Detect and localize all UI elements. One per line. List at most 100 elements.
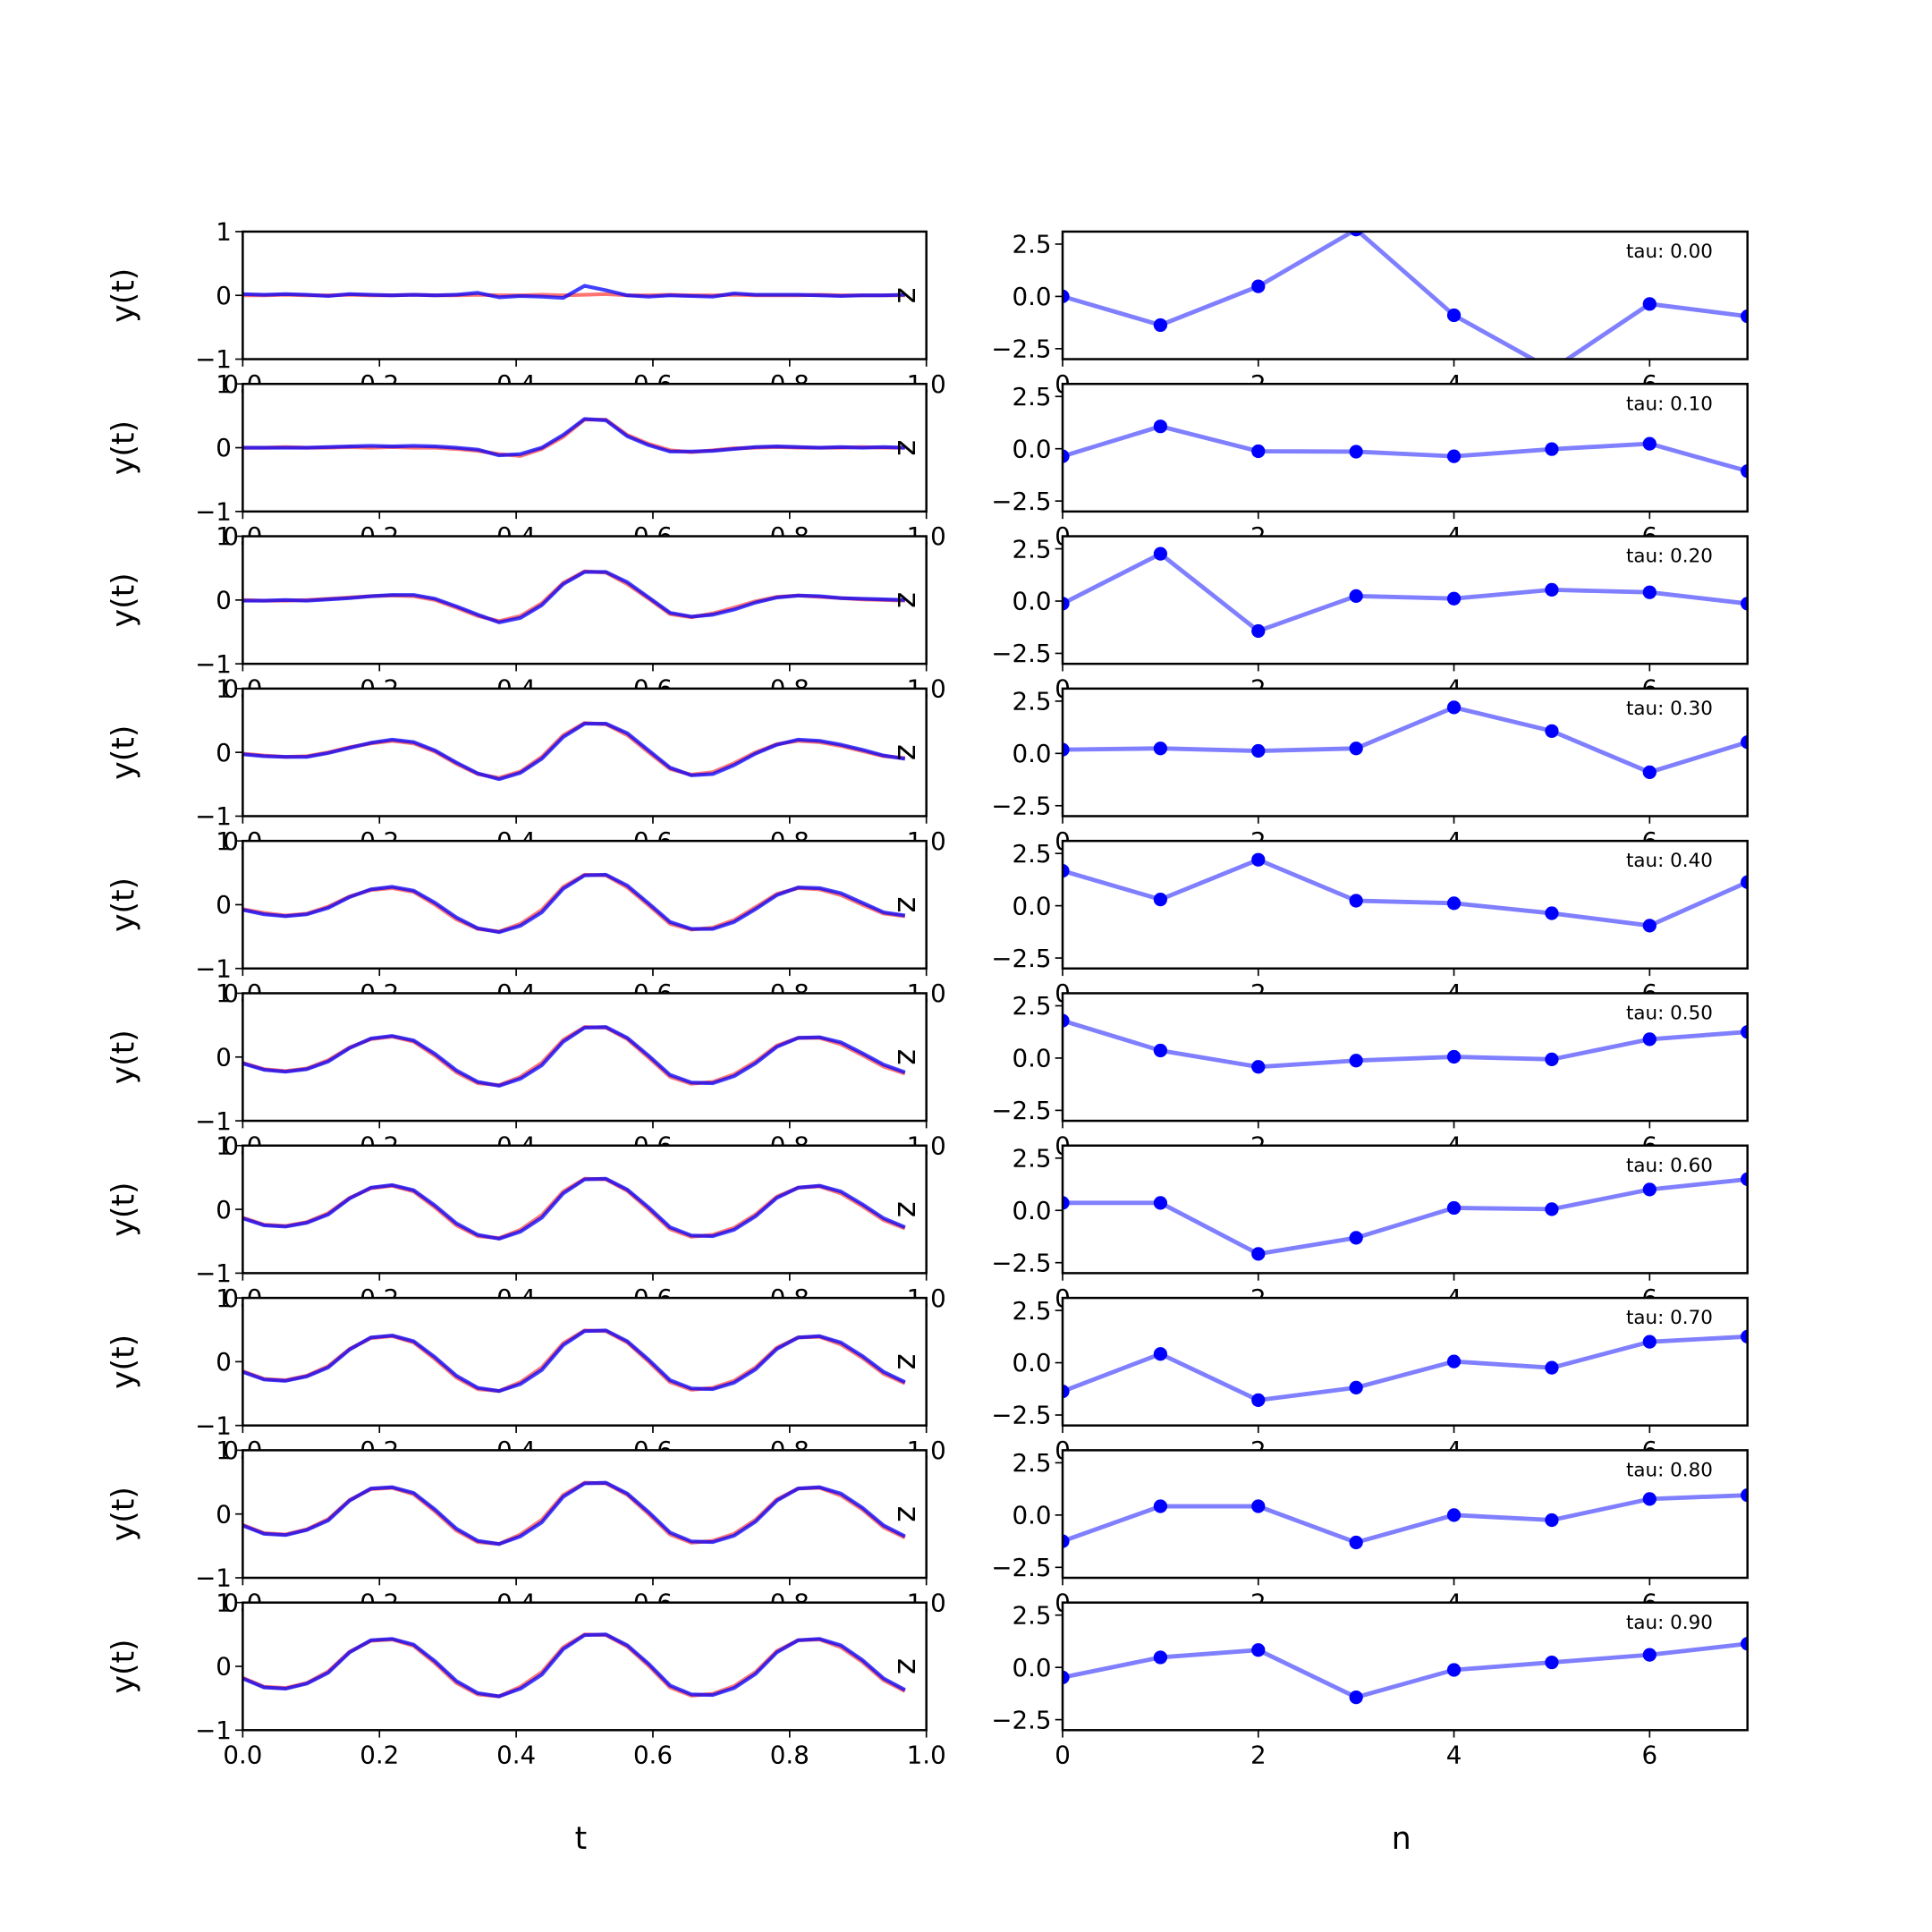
data-point: [1349, 1535, 1363, 1550]
axes-background: [1063, 536, 1748, 665]
y-tick-label: 0: [216, 433, 232, 462]
annotation: tau: 0.70: [1626, 1307, 1713, 1329]
axes-frame: [242, 230, 928, 360]
data-point: [1446, 591, 1462, 606]
y-tick-label: 2.5: [1012, 230, 1051, 259]
axes-frame: [242, 1144, 928, 1275]
axes-frame: [1061, 1144, 1749, 1275]
axes-background: [1063, 1602, 1748, 1731]
y-axis-label: y(t): [106, 877, 142, 932]
data-point: [1251, 444, 1266, 459]
plot-area: [1063, 700, 1748, 779]
plot-area: [1063, 852, 1748, 933]
annotation: tau: 0.00: [1626, 241, 1713, 263]
annotation: tau: 0.40: [1626, 850, 1713, 872]
y-tick-label: 0.0: [1012, 1348, 1051, 1377]
data-point: [1063, 449, 1070, 463]
data-point: [1642, 585, 1657, 599]
data-point: [1153, 1499, 1167, 1513]
data-point: [1153, 547, 1167, 561]
axes-frame: [1061, 382, 1749, 513]
data-point: [1153, 419, 1167, 434]
axes-frame: [242, 1601, 928, 1732]
axes-background: [1063, 1450, 1748, 1578]
data-point: [1251, 1499, 1266, 1513]
data-point: [1741, 1488, 1748, 1503]
axes-background: [242, 688, 927, 817]
data-point: [1446, 1663, 1462, 1677]
data-point: [1741, 735, 1748, 750]
right-axis-label: z: [890, 896, 926, 912]
data-line: [1063, 1641, 1748, 1700]
y-tick-label: −1: [195, 801, 232, 831]
data-point: [1741, 875, 1748, 889]
axes-frame: [242, 382, 928, 513]
y-tick-label: 0.0: [1012, 434, 1051, 463]
axes-frame: [1061, 1449, 1749, 1580]
data-point: [1741, 597, 1748, 611]
data-point: [1446, 1200, 1462, 1216]
data-point: [1642, 919, 1657, 933]
plot-area: [242, 1632, 906, 1699]
data-point: [1153, 1196, 1167, 1210]
data-point: [1545, 724, 1559, 738]
y-axis-label: y(t): [106, 420, 142, 475]
plot-area: [1063, 547, 1748, 639]
y-tick-label: 1: [216, 217, 232, 247]
y-tick-label: 1: [216, 979, 232, 1008]
data-point: [1545, 1655, 1559, 1670]
y-tick-label: 0: [216, 738, 232, 767]
x-tick-label: 0.8: [770, 1741, 809, 1770]
y-tick-label: −2.5: [991, 1705, 1051, 1734]
axes-background: [1063, 841, 1748, 969]
data-point: [1251, 623, 1266, 639]
axes-background: [242, 841, 927, 969]
axes-background: [242, 1298, 927, 1426]
data-point: [1545, 442, 1559, 456]
data-line: [1063, 1334, 1748, 1402]
data-point: [1545, 582, 1559, 597]
data-point: [1741, 464, 1748, 479]
y-tick-label: 1: [216, 1131, 232, 1160]
y-tick-label: −2.5: [991, 639, 1051, 668]
data-point: [1446, 1049, 1462, 1064]
data-line: [242, 721, 906, 782]
y-tick-label: 0: [216, 1195, 232, 1224]
y-tick-label: 1: [216, 674, 232, 704]
y-tick-label: 0.0: [1012, 282, 1051, 311]
right-axis-label: z: [890, 1201, 926, 1217]
y-axis-label: y(t): [106, 268, 142, 323]
data-line: [242, 1480, 906, 1546]
axes-frame: [242, 687, 928, 818]
x-tick-label: 0.6: [633, 1741, 673, 1770]
x-tick-label: 2: [1250, 1741, 1267, 1770]
right-axis-label: z: [890, 1049, 926, 1065]
y-tick-label: −1: [195, 1411, 232, 1440]
data-line: [1063, 424, 1748, 474]
plot-area: [242, 1328, 906, 1394]
data-point: [1063, 597, 1070, 611]
y-tick-label: 2.5: [1012, 1143, 1051, 1173]
y-tick-label: 0: [216, 586, 232, 615]
plot-area: [242, 1025, 906, 1088]
y-tick-label: 0.0: [1012, 587, 1051, 616]
data-point: [1642, 1492, 1657, 1506]
y-tick-label: 0: [216, 1347, 232, 1377]
data-line: [242, 872, 906, 935]
plot-area: [1063, 419, 1748, 479]
y-tick-label: −1: [195, 953, 232, 983]
data-point: [1063, 289, 1070, 304]
y-tick-label: −2.5: [991, 1248, 1051, 1277]
data-point: [1349, 1380, 1363, 1394]
y-tick-label: 0: [216, 1499, 232, 1529]
x-axis-label: n: [1392, 1821, 1411, 1857]
data-point: [1153, 318, 1167, 333]
right-axis-label: z: [890, 592, 926, 608]
y-tick-label: −1: [195, 1716, 232, 1745]
data-point: [1349, 445, 1363, 459]
data-point: [1153, 741, 1167, 756]
